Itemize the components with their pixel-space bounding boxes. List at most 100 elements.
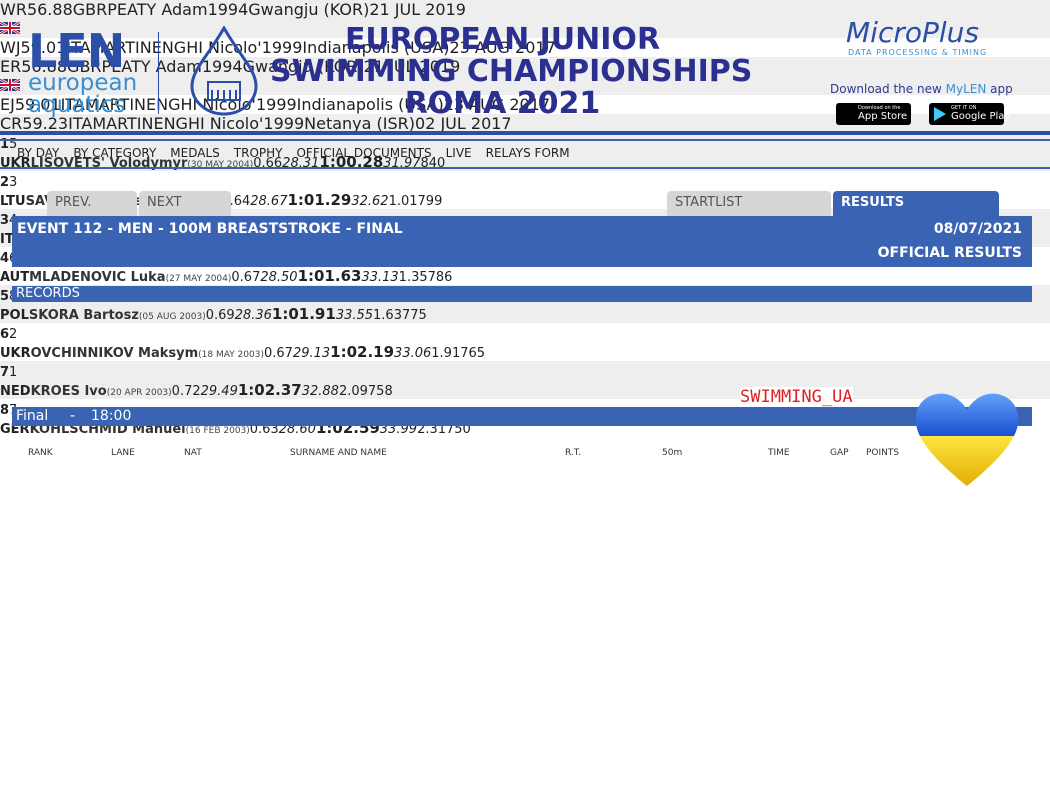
birth-date: (16 FEB 2003) — [185, 426, 250, 436]
records-bar: RECORDS — [12, 286, 1032, 302]
points: 758 — [367, 384, 393, 399]
result-row: 62 UKROVCHINNIKOV Maksym(18 MAY 2003)0.67… — [0, 323, 1050, 361]
record-row: WR56.88GBRPEATY Adam1994Gwangju (KOR)21 … — [0, 0, 1050, 38]
record-cell: EJ — [0, 95, 15, 114]
athlete-name: KROES Ivo — [30, 384, 107, 399]
session-separator: - — [70, 408, 76, 424]
birth-date: (30 MAY 2004) — [187, 160, 254, 170]
reaction-time: 0.69 — [205, 308, 235, 323]
logo-line: european — [28, 70, 138, 96]
app-name[interactable]: MyLEN — [945, 82, 987, 96]
session-bar: Final - 18:00 — [12, 407, 1032, 426]
record-row: ER56.88GBRPEATY Adam1994Gwangju (KOR)21 … — [0, 57, 1050, 95]
birth-date: (27 MAY 2004) — [165, 274, 232, 284]
rank: 4 — [0, 251, 10, 266]
next-tab[interactable]: NEXT — [139, 191, 231, 216]
badge-small: GET IT ON — [951, 105, 977, 111]
nav-item[interactable]: TROPHY — [233, 146, 283, 160]
record-row: EJ59.01ITAMARTINENGHI Nicolo'1999Indiana… — [0, 95, 1050, 114]
nav-item[interactable]: OFFICIAL DOCUMENTS — [296, 146, 432, 160]
badge-small: Download on the — [858, 105, 901, 111]
time: 1:01.29 — [287, 191, 352, 209]
event-date: 08/07/2021 — [933, 221, 1022, 237]
watermark: SWIMMING_UA — [740, 387, 853, 407]
lane: 2 — [9, 327, 18, 342]
split-50m: 28.50 — [260, 270, 298, 285]
record-cell: ITA — [68, 114, 93, 133]
badge-big: App Store — [858, 111, 908, 122]
record-cell: ITA — [66, 38, 91, 57]
points: 786 — [427, 270, 453, 285]
record-cell: Indianapolis (USA) — [296, 95, 444, 114]
record-cell: 59.01 — [20, 38, 67, 57]
nat: UKR — [0, 346, 31, 361]
event-status: OFFICIAL RESULTS — [877, 245, 1022, 261]
gap: 1.91 — [431, 346, 461, 361]
flag-gb — [0, 77, 21, 93]
record-cell: Gwangju (KOR) — [242, 57, 364, 76]
play-icon — [934, 107, 946, 121]
time: 1:02.19 — [330, 343, 395, 361]
rank: 5 — [0, 289, 10, 304]
points: 799 — [417, 194, 443, 209]
split-50m: 28.36 — [234, 308, 272, 323]
column-header: LANE — [111, 448, 135, 458]
record-cell: CR — [0, 114, 23, 133]
lane: 5 — [9, 137, 18, 152]
record-cell: 1994 — [207, 0, 249, 19]
gap: 2.09 — [338, 384, 368, 399]
record-cell: 56.88 — [26, 0, 73, 19]
nav: BY DAY BY CATEGORY MEDALS TROPHY OFFICIAL DO… — [17, 146, 584, 160]
nat: POL — [0, 308, 29, 323]
split-50m: 29.49 — [200, 384, 238, 399]
nav-item[interactable]: BY DAY — [17, 146, 60, 160]
column-header: SURNAME AND NAME — [290, 448, 387, 458]
reaction-time: 0.67 — [263, 346, 293, 361]
nat: AUT — [0, 270, 30, 285]
record-cell: MARTINENGHI Nicolo' — [90, 38, 262, 57]
nav-item[interactable]: BY CATEGORY — [73, 146, 157, 160]
result-row: 71 NEDKROES Ivo(20 APR 2003)0.7229.491:02… — [0, 361, 1050, 399]
download-label: Download the new — [830, 82, 942, 96]
heart-icon — [915, 393, 1019, 486]
startlist-tab[interactable]: STARTLIST — [667, 191, 831, 216]
record-cell: ITA — [60, 95, 85, 114]
title-line: EUROPEAN JUNIOR — [344, 22, 661, 57]
nav-item[interactable]: MEDALS — [170, 146, 220, 160]
record-cell: 1994 — [201, 57, 243, 76]
athlete-name: OVCHINNIKOV Maksym — [30, 346, 199, 361]
points: 765 — [460, 346, 486, 361]
split: 32.62 — [351, 194, 389, 209]
record-cell: WJ — [0, 38, 21, 57]
record-cell: Netanya (ISR) — [304, 114, 416, 133]
google-play-badge[interactable]: GET IT ON Google Play — [929, 103, 1010, 125]
record-cell: PEATY Adam — [107, 0, 208, 19]
points: 775 — [401, 308, 427, 323]
reaction-time: 0.72 — [171, 384, 201, 399]
column-header: TIME — [768, 448, 790, 458]
sponsor-name: MicroPlus — [846, 16, 979, 49]
record-cell: 56.88 — [21, 57, 68, 76]
athlete-name: SKORA Bartosz — [28, 308, 139, 323]
split: 32.88 — [301, 384, 339, 399]
column-header: NAT — [184, 448, 202, 458]
rank: 7 — [0, 365, 10, 380]
record-cell: 23 AUG 2017 — [449, 38, 556, 57]
column-header: POINTS — [866, 448, 900, 458]
session-label: Final — [16, 408, 49, 424]
gap: 1.35 — [398, 270, 428, 285]
nav-item[interactable]: RELAYS FORM — [485, 146, 570, 160]
record-cell: GBR — [67, 57, 102, 76]
flag — [0, 76, 1050, 95]
record-cell: 21 JUL 2019 — [369, 0, 466, 19]
nav-item[interactable]: LIVE — [445, 146, 472, 160]
prev-tab[interactable]: PREV. — [47, 191, 137, 216]
record-cell: 1999 — [261, 38, 303, 57]
rank: 1 — [0, 137, 10, 152]
app-store-badge[interactable]: Download on the App Store — [836, 103, 911, 125]
column-header: 50m — [662, 448, 683, 458]
flag — [0, 19, 1050, 38]
rank: 3 — [0, 213, 10, 228]
results-tab[interactable]: RESULTS — [833, 191, 999, 216]
nav-rule — [0, 167, 1050, 169]
